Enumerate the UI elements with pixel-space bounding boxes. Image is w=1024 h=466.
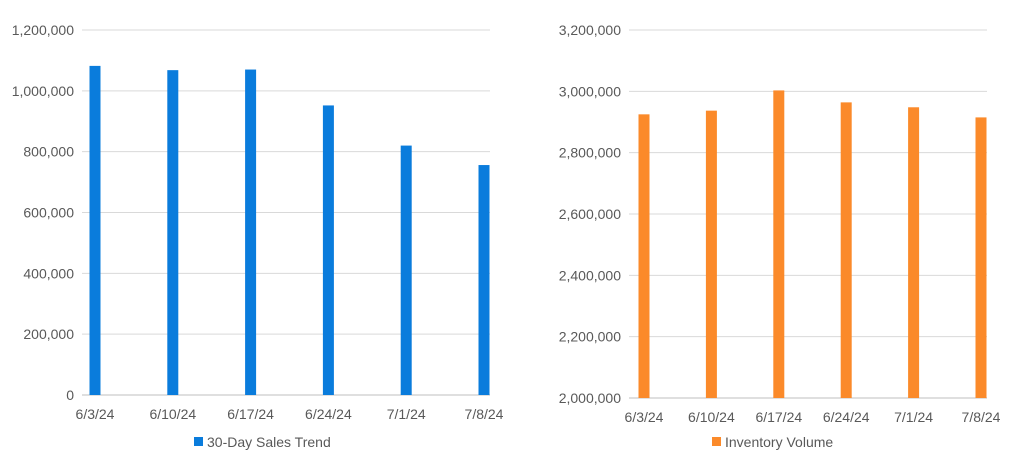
x-tick-label: 6/17/24 bbox=[755, 409, 802, 425]
bar bbox=[705, 110, 717, 399]
y-tick-label: 800,000 bbox=[23, 144, 74, 160]
x-tick-label: 6/10/24 bbox=[149, 406, 196, 422]
legend-label: 30-Day Sales Trend bbox=[207, 434, 331, 450]
y-tick-label: 200,000 bbox=[23, 326, 74, 342]
y-tick-label: 2,400,000 bbox=[559, 267, 621, 283]
legend-swatch bbox=[712, 437, 721, 446]
bar bbox=[908, 107, 920, 398]
x-tick-label: 6/24/24 bbox=[305, 406, 352, 422]
bar bbox=[638, 114, 650, 398]
legend-swatch bbox=[194, 437, 203, 446]
sales-trend-chart: 0 200,000 400,000 600,000 800,000 1,000,000 1,… bbox=[12, 22, 504, 450]
x-tick-label: 6/3/24 bbox=[76, 406, 115, 422]
legend-label: Inventory Volume bbox=[725, 434, 833, 450]
x-tick-label: 7/1/24 bbox=[894, 409, 933, 425]
bar bbox=[478, 165, 490, 395]
y-tick-label: 3,000,000 bbox=[559, 83, 621, 99]
y-tick-label: 2,800,000 bbox=[559, 145, 621, 161]
x-tick-label: 6/24/24 bbox=[823, 409, 870, 425]
bar bbox=[245, 69, 257, 396]
y-tick-label: 400,000 bbox=[23, 265, 74, 281]
bar bbox=[975, 117, 987, 399]
y-tick-label: 600,000 bbox=[23, 205, 74, 221]
x-tick-label: 7/8/24 bbox=[465, 406, 504, 422]
x-tick-label: 6/3/24 bbox=[625, 409, 664, 425]
y-tick-label: 0 bbox=[66, 387, 74, 403]
y-tick-label: 2,200,000 bbox=[559, 329, 621, 345]
x-tick-label: 6/17/24 bbox=[227, 406, 274, 422]
y-tick-label: 2,000,000 bbox=[559, 390, 621, 406]
x-tick-label: 7/8/24 bbox=[962, 409, 1001, 425]
bar bbox=[400, 145, 412, 395]
y-tick-label: 2,600,000 bbox=[559, 206, 621, 222]
bar bbox=[773, 90, 785, 398]
x-tick-label: 6/10/24 bbox=[688, 409, 735, 425]
inventory-volume-chart: 2,000,000 2,200,000 2,400,000 2,600,000 2,80… bbox=[559, 22, 1001, 450]
x-tick-label: 7/1/24 bbox=[387, 406, 426, 422]
bar bbox=[322, 105, 334, 395]
bar bbox=[840, 102, 852, 398]
y-tick-label: 3,200,000 bbox=[559, 22, 621, 38]
bar bbox=[89, 65, 101, 396]
y-tick-label: 1,000,000 bbox=[12, 83, 74, 99]
y-tick-label: 1,200,000 bbox=[12, 22, 74, 38]
bar bbox=[167, 70, 179, 396]
